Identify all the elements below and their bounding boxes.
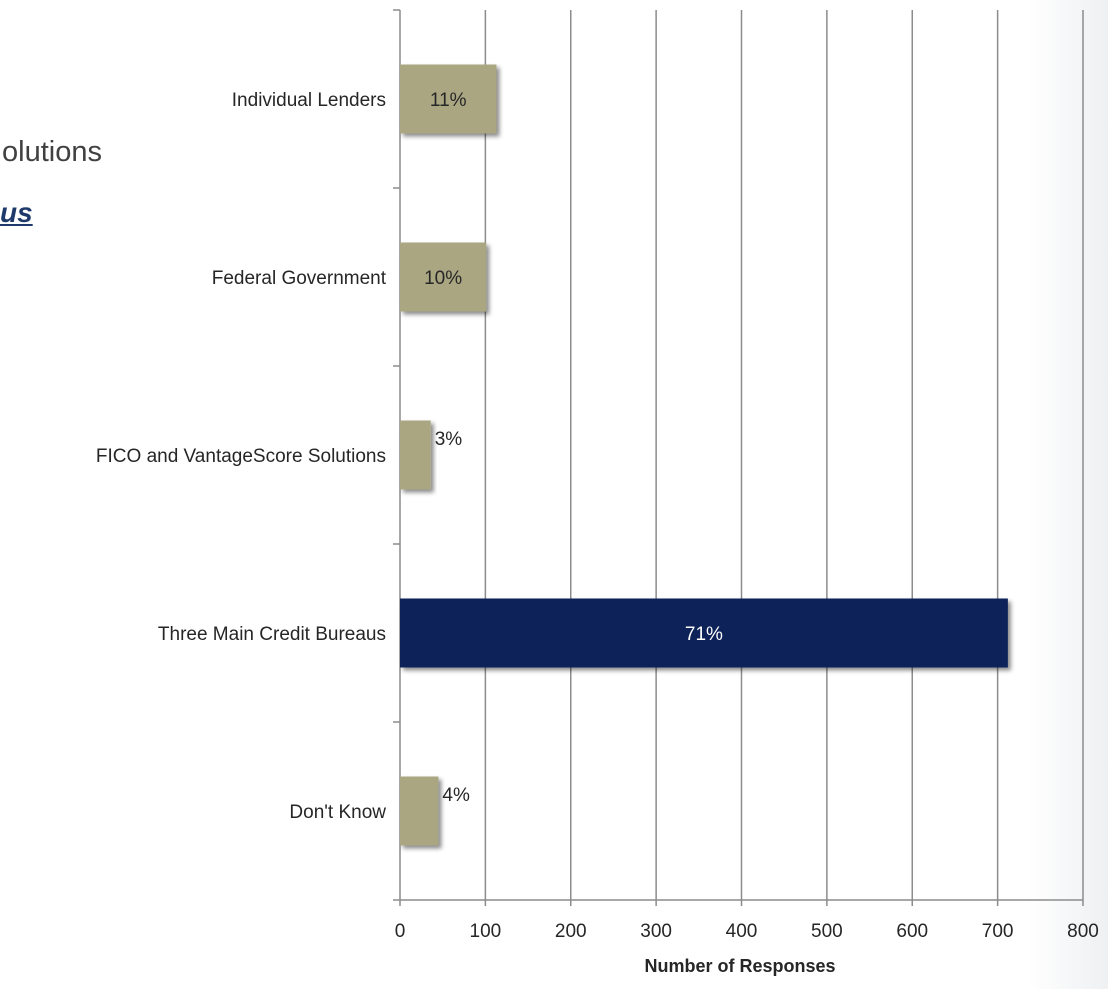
x-tick-label: 100 bbox=[470, 921, 502, 942]
bar-3 bbox=[400, 598, 1008, 668]
data-labels: 11% 10% 3% 71% 4% bbox=[424, 90, 723, 806]
bar-4 bbox=[400, 776, 439, 846]
x-tick-label: 300 bbox=[640, 921, 672, 942]
x-tick-labels: 0 100 200 300 400 500 600 700 800 bbox=[395, 921, 1099, 942]
data-label: 71% bbox=[685, 624, 723, 645]
x-tick-label: 800 bbox=[1067, 921, 1099, 942]
gridlines bbox=[484, 10, 1084, 900]
category-label: Federal Government bbox=[212, 268, 387, 289]
bar-1 bbox=[400, 242, 487, 312]
data-label: 3% bbox=[435, 429, 463, 450]
x-tick-label: 200 bbox=[555, 921, 587, 942]
x-tick-label: 500 bbox=[811, 921, 843, 942]
data-label: 11% bbox=[430, 90, 467, 111]
category-label: Three Main Credit Bureaus bbox=[158, 624, 386, 645]
axes bbox=[393, 9, 1084, 906]
background-fade bbox=[1028, 0, 1108, 989]
data-label: 4% bbox=[442, 785, 470, 806]
x-tick-label: 600 bbox=[896, 921, 928, 942]
x-tick-label: 700 bbox=[982, 921, 1014, 942]
category-labels: Individual Lenders Federal Government FICO… bbox=[96, 90, 387, 823]
bars bbox=[400, 64, 1008, 846]
slide-text-fragment-2: us bbox=[0, 197, 33, 228]
data-label: 10% bbox=[424, 268, 462, 289]
x-axis-title: Number of Responses bbox=[644, 956, 835, 976]
x-tick-label: 0 bbox=[395, 921, 406, 942]
bar-2 bbox=[400, 420, 431, 490]
category-label: Individual Lenders bbox=[232, 90, 386, 111]
slide-text-fragment-1: olutions bbox=[2, 136, 102, 168]
category-label: FICO and VantageScore Solutions bbox=[96, 446, 386, 467]
category-label: Don't Know bbox=[289, 802, 386, 823]
bar-0 bbox=[400, 64, 497, 134]
x-tick-label: 400 bbox=[726, 921, 758, 942]
